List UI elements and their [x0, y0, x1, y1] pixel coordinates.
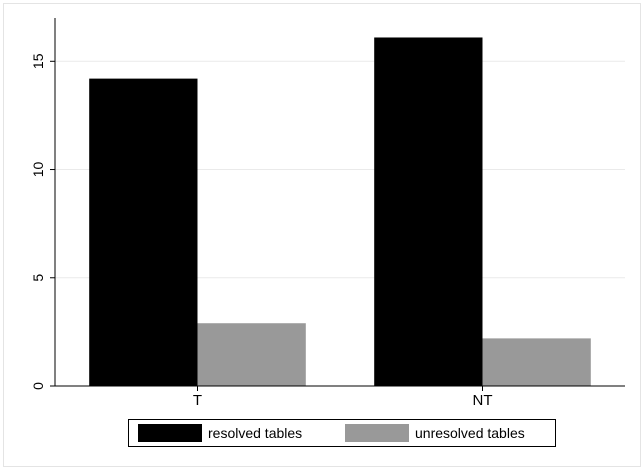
chart-outer-border	[3, 3, 641, 467]
legend-label: resolved tables	[208, 425, 302, 441]
bar-resolved-tables-NT	[374, 37, 483, 386]
y-tick-label: 10	[30, 162, 46, 178]
x-axis-ticks: T NT	[193, 386, 493, 409]
legend-label: unresolved tables	[415, 425, 525, 441]
bar-resolved-tables-T	[89, 78, 198, 387]
bar-unresolved-tables-T	[197, 323, 306, 386]
x-tick-label: T	[193, 392, 202, 409]
bar-unresolved-tables-NT	[482, 338, 591, 386]
y-tick-label: 0	[30, 382, 46, 390]
y-tick-label: 5	[30, 274, 46, 282]
legend-swatch	[138, 424, 202, 442]
y-tick-label: 15	[30, 53, 46, 69]
legend: resolved tables unresolved tables	[128, 419, 556, 447]
y-axis-ticks: 0 5 10 15	[30, 53, 55, 390]
bars	[89, 37, 591, 387]
x-tick-label: NT	[473, 392, 493, 409]
legend-swatch	[345, 424, 409, 442]
